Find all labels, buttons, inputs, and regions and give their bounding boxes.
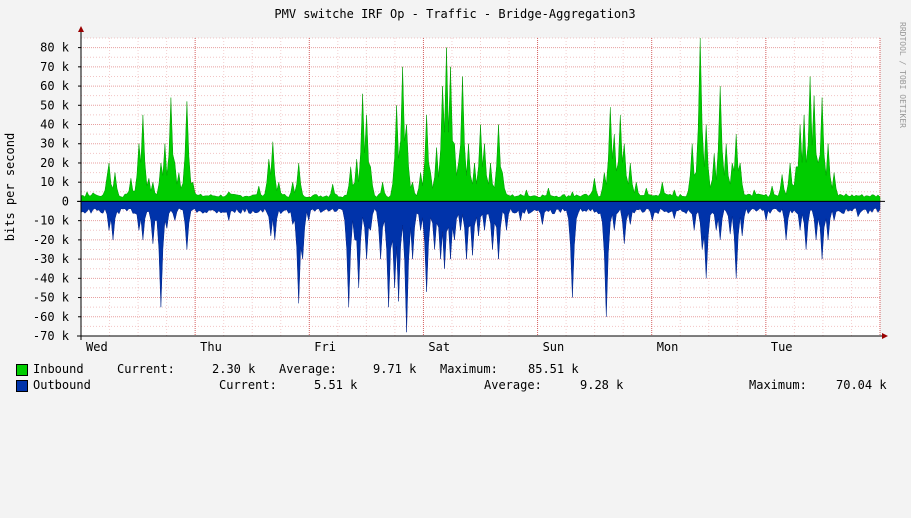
traffic-graph: PMV switche IRF Op - Traffic - Bridge-Ag… [3, 7, 907, 354]
y-tick-label: 10 k [40, 175, 70, 189]
y-tick-label: 50 k [40, 98, 70, 112]
x-tick-label: Sat [428, 340, 450, 354]
series-outbound-area [80, 201, 881, 333]
x-tick-labels: Wed Thu Fri Sat Sun Mon Tue [86, 340, 793, 354]
y-tick-label: 60 k [40, 79, 70, 93]
y-tick-label: -70 k [33, 329, 70, 343]
chart-title: PMV switche IRF Op - Traffic - Bridge-Ag… [274, 7, 635, 21]
y-tick-labels: 80 k 70 k 60 k 50 k 40 k 30 k 20 k 10 k 0 -10 k -2… [33, 41, 81, 343]
outbound-current-value: 5.51 k [314, 378, 358, 392]
x-tick-label: Fri [314, 340, 336, 354]
inbound-average-value: 9.71 k [373, 362, 417, 376]
series-inbound-area [80, 37, 881, 202]
y-tick-label: -40 k [33, 271, 70, 285]
y-axis-label: bits per second [3, 133, 17, 241]
series-areas [80, 37, 881, 333]
legend-row-outbound: Outbound Current: 5.51 k Average: 9.28 k… [0, 378, 911, 394]
y-tick-label: -10 k [33, 214, 70, 228]
legend-label-inbound: Inbound [33, 362, 84, 376]
outbound-maximum-label: Maximum: [749, 378, 807, 392]
legend: Inbound Current: 2.30 k Average: 9.71 k … [0, 362, 911, 400]
y-tick-label: 0 [62, 194, 69, 208]
x-axis-arrow [882, 333, 888, 339]
outbound-maximum-value: 70.04 k [836, 378, 887, 392]
y-tick-label: 30 k [40, 137, 70, 151]
y-tick-label: 20 k [40, 156, 70, 170]
inbound-maximum-label: Maximum: [440, 362, 498, 376]
y-tick-label: 40 k [40, 118, 70, 132]
outbound-current-label: Current: [219, 378, 277, 392]
outbound-average-value: 9.28 k [580, 378, 624, 392]
side-label: RRDTOOL / TOBI OETIKER [898, 22, 907, 128]
x-tick-label: Sun [543, 340, 565, 354]
inbound-swatch-icon [16, 364, 28, 376]
inbound-current-value: 2.30 k [212, 362, 256, 376]
axes [77, 26, 888, 340]
outbound-average-label: Average: [484, 378, 542, 392]
x-tick-label: Tue [771, 340, 793, 354]
y-tick-label: -60 k [33, 310, 70, 324]
y-tick-label: -50 k [33, 291, 70, 305]
inbound-maximum-value: 85.51 k [528, 362, 579, 376]
y-tick-label: 70 k [40, 60, 70, 74]
y-axis-arrow [78, 26, 84, 32]
legend-label-outbound: Outbound [33, 378, 91, 392]
y-tick-label: -20 k [33, 233, 70, 247]
outbound-swatch-icon [16, 380, 28, 392]
legend-row-inbound: Inbound Current: 2.30 k Average: 9.71 k … [0, 362, 911, 378]
x-tick-label: Mon [657, 340, 679, 354]
inbound-current-label: Current: [117, 362, 175, 376]
x-tick-label: Thu [200, 340, 222, 354]
inbound-average-label: Average: [279, 362, 337, 376]
x-tick-label: Wed [86, 340, 108, 354]
y-tick-label: 80 k [40, 41, 70, 55]
y-tick-label: -30 k [33, 252, 70, 266]
